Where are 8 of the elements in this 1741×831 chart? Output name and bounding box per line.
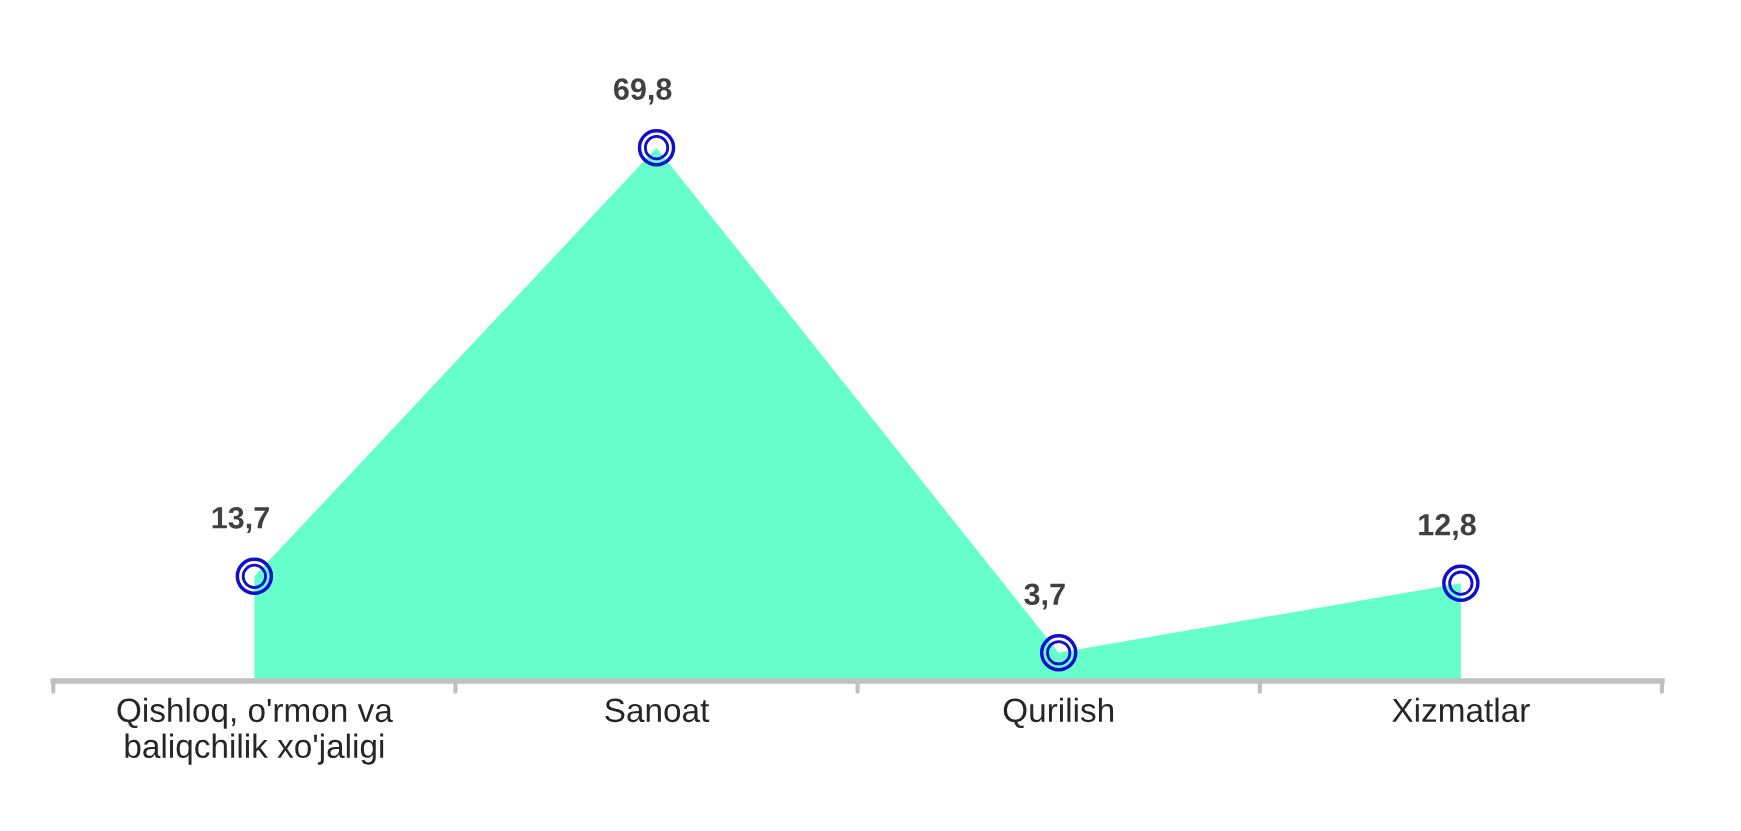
x-tick-label: Qishloq, o'rmon va baliqchilik xo'jaligi xyxy=(117,697,393,765)
data-label: 3,7 xyxy=(1024,583,1065,610)
data-label: 69,8 xyxy=(614,78,672,105)
x-tick-label: Sanoat xyxy=(605,698,710,723)
x-tick-label: Xizmatlar xyxy=(1392,697,1530,723)
data-label: 12,8 xyxy=(1419,513,1476,540)
x-tick-label: Qurilish xyxy=(1003,697,1114,729)
data-label: 13,7 xyxy=(212,506,269,534)
